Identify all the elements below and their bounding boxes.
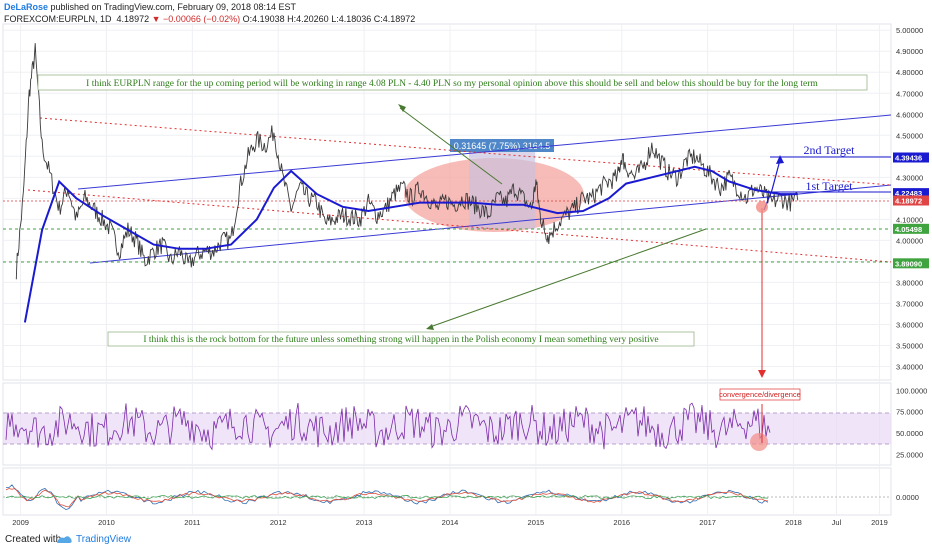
- symbol-bar: FOREXCOM:EURPLN, 1D 4.18972 ▼ −0.00066 (…: [4, 14, 415, 24]
- x-tick-label: 2013: [356, 518, 373, 527]
- red-dotted-lower: [27, 189, 892, 263]
- price-label: 4.22483: [895, 189, 922, 198]
- price-label-bg: [893, 195, 929, 206]
- x-tick-label: 2011: [184, 518, 200, 527]
- rsi-tick-label: 100.0000: [896, 386, 927, 395]
- x-tick-label: 2010: [98, 518, 115, 527]
- measure-label: 0.31645 (7.75%) 3164.5: [454, 141, 551, 151]
- y-tick-label: 4.30000: [896, 173, 923, 182]
- pointer-arrow-icon-2: [426, 324, 434, 330]
- footer: Created with TradingView: [0, 530, 932, 550]
- y-tick-label: 4.60000: [896, 110, 923, 119]
- rsi-tick-label: 75.0000: [896, 408, 923, 417]
- measure-label-bg: [450, 139, 554, 152]
- rsi-marker-circle: [750, 433, 768, 451]
- price-label-bg: [893, 152, 929, 163]
- macd-line: [6, 484, 769, 511]
- convergence-label[interactable]: convergence/divergence: [719, 390, 801, 399]
- pointer-top-note: [399, 107, 503, 185]
- y-tick-label: 4.00000: [896, 236, 923, 245]
- rsi-tick-label: 50.0000: [896, 429, 923, 438]
- x-tick-label: Jul: [832, 518, 842, 527]
- down-arrow-head-icon: [758, 370, 766, 378]
- arrow-head-icon: [776, 155, 784, 164]
- y-tick-label: 3.40000: [896, 362, 923, 371]
- down-arrow-icon: ▼: [151, 14, 161, 24]
- rsi-series: [5, 402, 771, 451]
- first-target-label[interactable]: 1st Target: [805, 179, 853, 193]
- lower-channel-line: [89, 184, 892, 264]
- tradingview-brand[interactable]: TradingView: [76, 534, 132, 545]
- pointer-arrow-icon: [398, 104, 406, 112]
- publish-info: DeLaRose published on TradingView.com, F…: [4, 2, 296, 12]
- author-name[interactable]: DeLaRose: [4, 2, 49, 12]
- moving-average-line: [23, 165, 798, 323]
- macd-tick-label: 0.0000: [896, 493, 919, 502]
- pointer-bottom-note: [429, 228, 707, 328]
- x-tick-label: 2015: [528, 518, 545, 527]
- second-target-label[interactable]: 2nd Target: [803, 143, 855, 157]
- price-label: 4.39436: [895, 153, 922, 162]
- macd-pane[interactable]: [2, 467, 892, 516]
- ohlc-values: O:4.19038 H:4.20260 L:4.18036 C:4.18972: [242, 14, 416, 24]
- bottom-note[interactable]: I think this is the rock bottom for the …: [143, 334, 658, 345]
- tradingview-logo-icon[interactable]: [55, 533, 73, 545]
- price-series: [15, 43, 799, 280]
- y-tick-label: 4.50000: [896, 131, 923, 140]
- top-note-box: [37, 74, 868, 91]
- price-label-bg: [893, 258, 929, 269]
- y-tick-label: 5.00000: [896, 26, 923, 35]
- price-label: 4.18972: [895, 197, 922, 206]
- price-label: 4.05498: [895, 225, 922, 234]
- x-tick-label: 2019: [871, 518, 888, 527]
- top-note[interactable]: I think EURPLN range for the up coming p…: [86, 78, 818, 89]
- publish-text: published on TradingView.com, February 0…: [48, 2, 297, 12]
- symbol-label[interactable]: FOREXCOM:EURPLN, 1D: [4, 14, 112, 24]
- bottom-note-box: [107, 331, 695, 347]
- y-tick-label: 4.90000: [896, 47, 923, 56]
- price-label: 3.89090: [895, 259, 922, 268]
- rsi-tick-label: 25.0000: [896, 450, 923, 459]
- upper-channel-line: [77, 114, 892, 190]
- x-tick-label: 2012: [270, 518, 287, 527]
- price-label-bg: [893, 188, 929, 199]
- price-marker-circle: [756, 201, 768, 213]
- x-tick-label: 2018: [785, 518, 802, 527]
- x-tick-label: 2009: [12, 518, 29, 527]
- created-with-text: Created with: [5, 534, 62, 545]
- y-tick-label: 3.60000: [896, 320, 923, 329]
- y-tick-label: 4.70000: [896, 89, 923, 98]
- measure-box: [469, 145, 535, 229]
- price-change: −0.00066 (−0.02%): [163, 14, 241, 24]
- price-chart[interactable]: 0.31645 (7.75%) 3164.5 I think EURPLN ra…: [0, 0, 932, 530]
- x-tick-label: 2017: [699, 518, 716, 527]
- y-tick-label: 3.50000: [896, 341, 923, 350]
- price-label-bg: [893, 223, 929, 234]
- last-price: 4.18972: [116, 14, 150, 24]
- y-tick-label: 4.10000: [896, 215, 923, 224]
- y-tick-label: 3.80000: [896, 278, 923, 287]
- x-tick-label: 2016: [613, 518, 630, 527]
- histogram-line: [5, 495, 769, 499]
- x-tick-label: 2014: [442, 518, 459, 527]
- y-tick-label: 4.80000: [896, 68, 923, 77]
- y-tick-label: 3.70000: [896, 299, 923, 308]
- red-dotted-upper: [39, 117, 892, 186]
- conv-box: [719, 388, 801, 401]
